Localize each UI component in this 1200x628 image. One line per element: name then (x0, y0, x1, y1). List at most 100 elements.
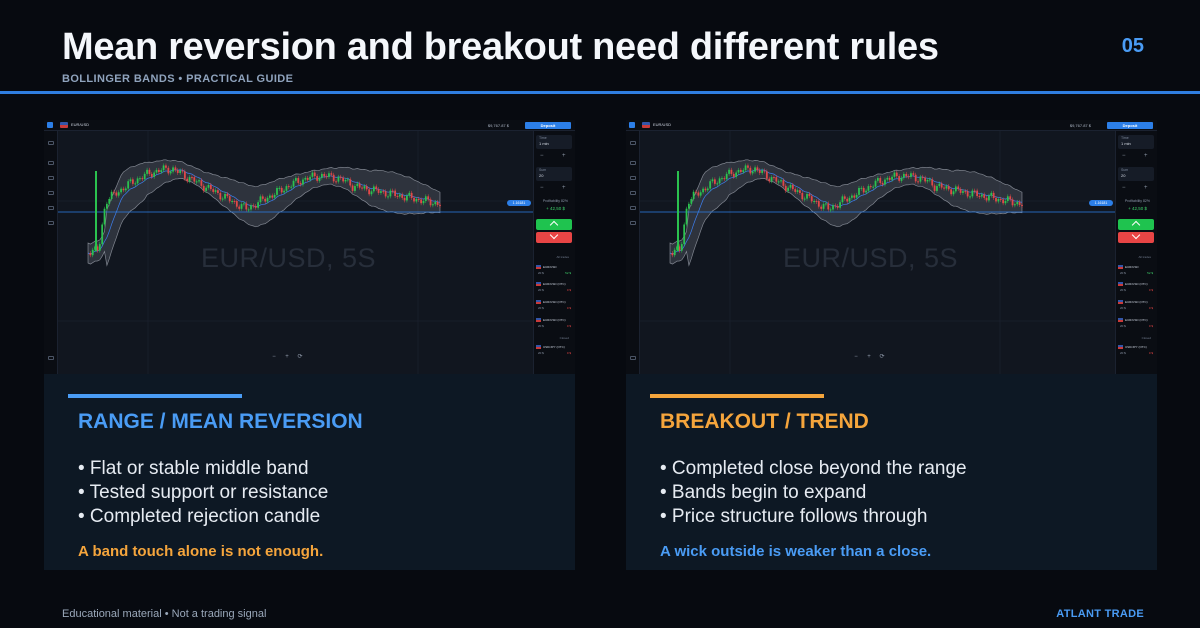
drawing-icon[interactable] (630, 176, 636, 180)
flag-icon (642, 122, 650, 128)
layers-icon[interactable] (48, 206, 54, 210)
buy-up-button[interactable] (1118, 219, 1154, 230)
time-minus-icon[interactable]: − (540, 153, 544, 159)
candle-body (936, 186, 938, 191)
account-balance[interactable]: $9,767.87 $ (1069, 123, 1091, 128)
trade-item[interactable]: EUR/USD (OTC) 20 $ 0 $ (536, 282, 571, 292)
candle-body (711, 179, 714, 182)
candle-body (316, 176, 319, 181)
trade-item[interactable]: EUR/USD (OTC) 20 $ 0 $ (536, 300, 571, 310)
buy-up-button[interactable] (536, 219, 572, 230)
candle-body (186, 178, 189, 182)
candle-body (356, 183, 359, 187)
time-field[interactable]: Time 1 min (536, 135, 572, 149)
zoom-out-icon[interactable]: − (272, 354, 276, 360)
candle-body (1018, 201, 1021, 205)
candlestick-chart[interactable] (640, 131, 1115, 374)
deposit-button[interactable]: Deposit (1107, 122, 1153, 129)
candle-body (387, 196, 389, 198)
trade-item[interactable]: EUR/USD (OTC) 20 $ 0 $ (1118, 300, 1153, 310)
candle-body (429, 199, 432, 206)
candle-body (995, 198, 997, 202)
amount-field[interactable]: Sum 20 (536, 167, 572, 181)
candle-body (245, 203, 248, 210)
candle-body (377, 189, 380, 193)
candle-body (280, 187, 283, 193)
zoom-in-icon[interactable]: + (285, 354, 289, 360)
candle-body (306, 177, 309, 180)
amount-field[interactable]: Sum 20 (1118, 167, 1154, 181)
trade-item[interactable]: USD/JPY (OTC) 20 $ 0 $ (1118, 345, 1153, 355)
zoom-in-icon[interactable]: + (867, 354, 871, 360)
page-subtitle: BOLLINGER BANDS • PRACTICAL GUIDE (62, 73, 294, 85)
time-plus-icon[interactable]: + (562, 153, 566, 159)
candle-body (673, 249, 676, 256)
candle-body (372, 186, 375, 192)
flag-icon (536, 300, 541, 304)
sell-down-button[interactable] (1118, 230, 1154, 243)
trade-item[interactable]: EUR/USD (OTC) 20 $ 0 $ (1118, 282, 1153, 292)
amount-minus-icon[interactable]: − (540, 185, 544, 191)
candle-body (434, 201, 437, 205)
indicators-icon[interactable] (48, 161, 54, 165)
candle-body (294, 178, 297, 181)
candle-body (756, 167, 759, 171)
indicators-icon[interactable] (630, 161, 636, 165)
zoom-out-icon[interactable]: − (854, 354, 858, 360)
amount-plus-icon[interactable]: + (562, 185, 566, 191)
candlestick-chart[interactable] (58, 131, 533, 374)
trade-item[interactable]: USD/JPY (OTC) 20 $ 0 $ (536, 345, 571, 355)
candle-body (978, 196, 981, 198)
candle-body (782, 180, 785, 186)
timeframe-icon[interactable] (630, 191, 636, 195)
deposit-button[interactable]: Deposit (525, 122, 571, 129)
candle-body (169, 171, 172, 174)
amount-minus-icon[interactable]: − (1122, 185, 1126, 191)
trade-item[interactable]: EUR/USD 20 $ 52 $ (1118, 265, 1153, 275)
time-minus-icon[interactable]: − (1122, 153, 1126, 159)
candle-body (881, 182, 884, 185)
candle-body (980, 194, 983, 197)
candle-body (808, 193, 811, 197)
current-price-tag: 1.16181 (507, 200, 531, 206)
sell-down-button[interactable] (536, 230, 572, 243)
amount-plus-icon[interactable]: + (1144, 185, 1148, 191)
candle-body (855, 194, 858, 198)
candle-body (174, 167, 177, 171)
trade-item[interactable]: EUR/USD (OTC) 20 $ 0 $ (1118, 318, 1153, 328)
time-field[interactable]: Time 1 min (1118, 135, 1154, 149)
timeframe-icon[interactable] (48, 191, 54, 195)
settings-icon[interactable] (48, 356, 54, 360)
candle-body (723, 178, 726, 180)
pair-label[interactable]: EUR/USD (71, 122, 90, 127)
platform-top-bar: EUR/USD $9,767.87 $ Deposit (44, 120, 575, 131)
reset-view-icon[interactable]: ⟳ (879, 354, 885, 360)
menu-icon[interactable] (48, 221, 54, 225)
candle-body (183, 171, 186, 179)
candle-body (775, 177, 778, 182)
settings-icon[interactable] (630, 356, 636, 360)
chart-type-icon[interactable] (630, 141, 636, 145)
reset-view-icon[interactable]: ⟳ (297, 354, 303, 360)
candle-body (278, 187, 281, 189)
candle-body (683, 224, 686, 245)
trade-item[interactable]: EUR/USD (OTC) 20 $ 0 $ (536, 318, 571, 328)
pair-label[interactable]: EUR/USD (653, 122, 672, 127)
candle-body (150, 173, 153, 177)
account-balance[interactable]: $9,767.87 $ (487, 123, 509, 128)
chart-type-icon[interactable] (48, 141, 54, 145)
candle-body (370, 191, 373, 195)
candle-body (396, 196, 399, 198)
time-plus-icon[interactable]: + (1144, 153, 1148, 159)
drawing-icon[interactable] (48, 176, 54, 180)
candle-body (1002, 199, 1005, 204)
candle-body (226, 193, 229, 197)
trade-item[interactable]: EUR/USD 20 $ 52 $ (536, 265, 571, 275)
menu-icon[interactable] (630, 221, 636, 225)
candle-body (131, 179, 134, 184)
candle-body (971, 190, 974, 197)
candle-body (671, 253, 674, 256)
layers-icon[interactable] (630, 206, 636, 210)
candle-body (214, 190, 217, 192)
candle-body (271, 195, 274, 198)
